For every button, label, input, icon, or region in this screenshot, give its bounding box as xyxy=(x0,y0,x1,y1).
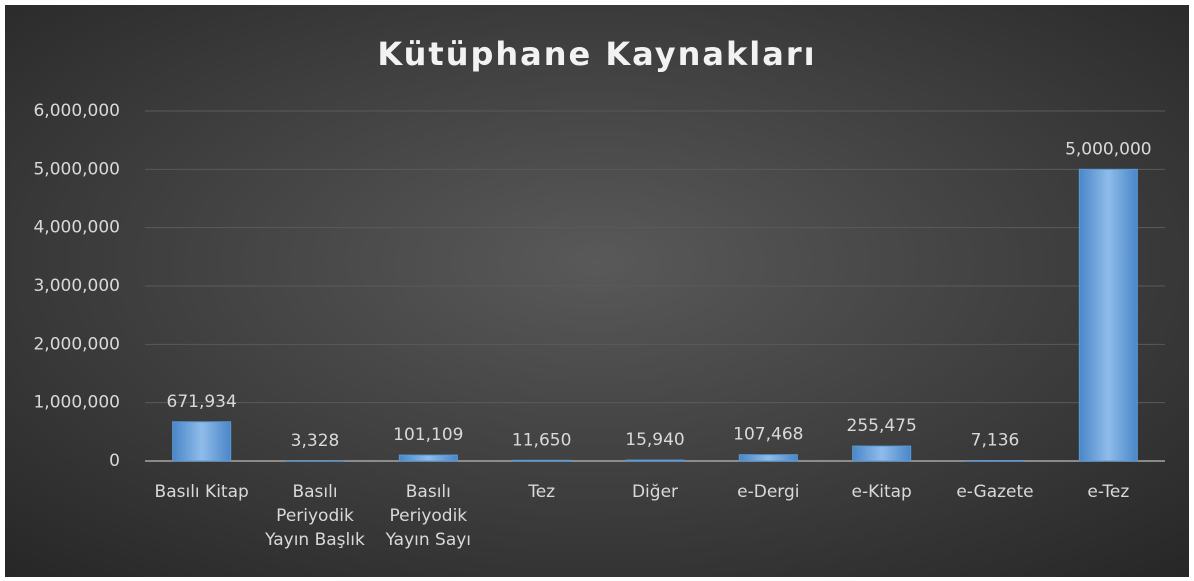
y-tick-label: 2,000,000 xyxy=(33,334,120,354)
x-tick-label: e-Kitap xyxy=(851,482,911,502)
bar xyxy=(852,445,912,462)
bar xyxy=(1078,168,1138,462)
chart-background xyxy=(5,5,1189,577)
x-tick-label: e-Dergi xyxy=(737,482,799,502)
value-label: 255,475 xyxy=(847,416,917,436)
value-label: 107,468 xyxy=(733,425,803,445)
value-label: 7,136 xyxy=(971,431,1020,451)
bar xyxy=(172,421,232,462)
y-tick-label: 5,000,000 xyxy=(33,159,120,179)
bar xyxy=(512,459,572,462)
x-tick-label: e-Tez xyxy=(1087,482,1129,502)
value-label: 11,650 xyxy=(512,430,571,450)
value-label: 15,940 xyxy=(625,430,684,450)
y-tick-label: 3,000,000 xyxy=(33,276,120,296)
y-tick-label: 1,000,000 xyxy=(33,393,120,413)
y-tick-label: 0 xyxy=(109,451,120,471)
y-tick-label: 6,000,000 xyxy=(33,101,120,121)
x-tick-label: e-Gazete xyxy=(956,482,1033,502)
value-label: 3,328 xyxy=(291,431,340,451)
x-tick-label: Tez xyxy=(527,482,555,502)
value-label: 671,934 xyxy=(167,392,237,412)
value-label: 5,000,000 xyxy=(1065,139,1152,159)
bar xyxy=(738,454,798,462)
x-tick-label: Basılı Kitap xyxy=(155,482,249,502)
bar xyxy=(398,454,458,462)
y-tick-label: 4,000,000 xyxy=(33,218,120,238)
bar xyxy=(625,459,685,462)
value-label: 101,109 xyxy=(393,425,463,445)
chart-title: Kütüphane Kaynakları xyxy=(377,35,816,73)
x-tick-label: Basılı Periyodik Yayın Başlık xyxy=(264,482,365,550)
x-tick-label: Basılı Periyodik Yayın Sayı xyxy=(385,482,471,550)
x-tick-label: Diğer xyxy=(632,482,678,502)
